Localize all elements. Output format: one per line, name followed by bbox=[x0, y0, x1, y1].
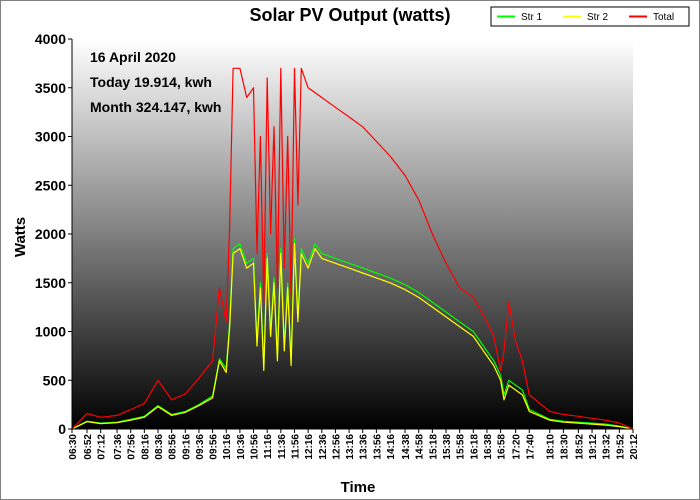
y-tick-label: 3500 bbox=[35, 80, 66, 96]
y-tick-label: 1000 bbox=[35, 324, 66, 340]
x-tick-label: 07:12 bbox=[97, 434, 108, 460]
y-tick-label: 0 bbox=[58, 421, 66, 437]
y-axis-label: Watts bbox=[12, 217, 29, 257]
x-tick-label: 14:58 bbox=[415, 434, 426, 460]
chart-axes: 0 500 1000 1500 2000 2500 3000 3500 4000 06:30 06:… bbox=[35, 31, 640, 460]
plot-area bbox=[72, 39, 633, 429]
chart-marks bbox=[71, 67, 634, 430]
x-tick-label: 07:56 bbox=[127, 434, 138, 460]
legend-label-str-2: Str 2 bbox=[587, 12, 609, 23]
x-tick-label: 07:36 bbox=[113, 434, 124, 460]
x-tick-label: 08:56 bbox=[168, 434, 179, 460]
x-tick-label: 11:56 bbox=[290, 434, 301, 459]
x-tick-label: 14:38 bbox=[401, 434, 412, 460]
x-axis-label: Time bbox=[341, 479, 376, 496]
x-tick-label: 12:36 bbox=[318, 434, 329, 460]
x-tick-label: 19:52 bbox=[615, 434, 626, 460]
x-tick-label: 14:16 bbox=[386, 434, 397, 460]
x-tick-label: 11:16 bbox=[263, 434, 274, 459]
x-tick-label: 12:16 bbox=[304, 434, 315, 460]
legend-label-total: Total bbox=[653, 12, 674, 23]
x-tick-label: 15:38 bbox=[442, 434, 453, 460]
x-tick-label: 16:38 bbox=[483, 434, 494, 460]
annotation-today: Today 19.914, kwh bbox=[90, 74, 212, 90]
y-tick-label: 500 bbox=[43, 372, 67, 388]
y-tick-label: 3000 bbox=[35, 129, 66, 145]
y-tick-label: 2500 bbox=[35, 177, 66, 193]
x-tick-label: 18:10 bbox=[546, 434, 557, 460]
x-tick-label: 13:16 bbox=[345, 434, 356, 460]
x-tick-label: 13:56 bbox=[372, 434, 383, 460]
x-tick-label: 09:56 bbox=[209, 434, 220, 460]
x-tick-label: 15:58 bbox=[456, 434, 467, 460]
legend-label-str-1: Str 1 bbox=[521, 12, 543, 23]
series-line-str-2 bbox=[71, 243, 634, 430]
y-tick-label: 4000 bbox=[35, 31, 66, 47]
legend: Str 1 Str 2 Total bbox=[490, 6, 690, 27]
x-tick-label: 10:56 bbox=[250, 434, 261, 460]
chart-title: Solar PV Output (watts) bbox=[249, 5, 450, 25]
x-tick-label: 10:16 bbox=[222, 434, 233, 460]
x-tick-label: 17:40 bbox=[525, 434, 536, 460]
y-tick-label: 1500 bbox=[35, 275, 66, 291]
x-tick-label: 11:36 bbox=[277, 434, 288, 459]
x-tick-label: 08:36 bbox=[154, 434, 165, 460]
x-tick-label: 15:18 bbox=[428, 434, 439, 460]
x-tick-label: 08:16 bbox=[140, 434, 151, 460]
x-tick-label: 12:56 bbox=[331, 434, 342, 460]
x-tick-label: 17:20 bbox=[512, 434, 523, 460]
annotation-month: Month 324.147, kwh bbox=[90, 99, 221, 115]
x-tick-label: 19:12 bbox=[588, 434, 599, 460]
y-tick-label: 2000 bbox=[35, 226, 66, 242]
annotation-date: 16 April 2020 bbox=[90, 49, 176, 65]
x-tick-label: 10:36 bbox=[236, 434, 247, 460]
x-tick-label: 19:32 bbox=[602, 434, 613, 460]
x-tick-label: 09:36 bbox=[195, 434, 206, 460]
x-tick-label: 13:36 bbox=[359, 434, 370, 460]
x-tick-label: 20:12 bbox=[629, 434, 640, 460]
x-tick-label: 18:52 bbox=[574, 434, 585, 460]
x-tick-label: 06:52 bbox=[83, 434, 94, 460]
x-tick-label: 06:30 bbox=[68, 434, 79, 460]
series-line-total bbox=[71, 67, 634, 430]
x-tick-label: 16:58 bbox=[497, 434, 508, 460]
legend-box bbox=[490, 6, 690, 27]
x-tick-label: 16:18 bbox=[469, 434, 480, 460]
x-tick-label: 09:16 bbox=[181, 434, 192, 460]
x-tick-label: 18:30 bbox=[559, 434, 570, 460]
